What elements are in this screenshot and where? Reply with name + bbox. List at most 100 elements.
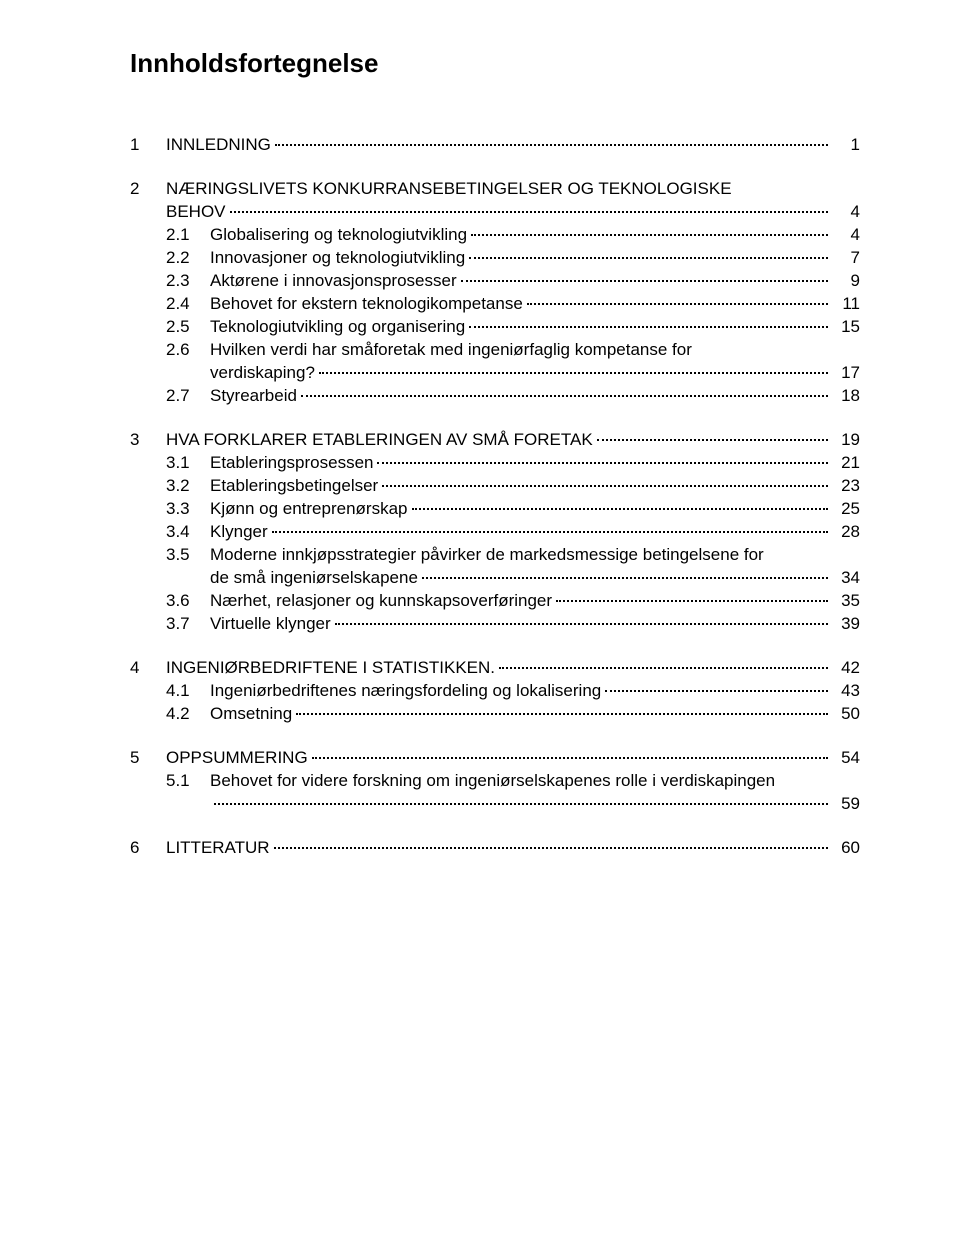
toc-entry-lvl2: 2.1Globalisering og teknologiutvikling 4	[130, 225, 860, 245]
toc-entry-number: 2.2	[166, 248, 210, 268]
toc-leader	[274, 847, 828, 849]
table-of-contents: 1INNLEDNING12NÆRINGSLIVETS KONKURRANSEBE…	[130, 135, 860, 858]
toc-entry-number: 3.3	[166, 499, 210, 519]
toc-entry-label: Moderne innkjøpsstrategier påvirker de m…	[210, 545, 764, 565]
toc-entry-lvl2-continuation: de små ingeniørselskapene34	[130, 568, 860, 588]
toc-entry-label: Kjønn og entreprenørskap	[210, 499, 408, 519]
toc-entry-lvl2: 4.2Omsetning50	[130, 704, 860, 724]
toc-entry-number: 6	[130, 838, 166, 858]
toc-entry-lvl2: 2.3Aktørene i innovasjonsprosesser9	[130, 271, 860, 291]
toc-entry-number: 2.5	[166, 317, 210, 337]
toc-leader	[422, 577, 828, 579]
toc-entry-label: Styrearbeid	[210, 386, 297, 406]
toc-section: 1INNLEDNING1	[130, 135, 860, 155]
toc-section: 6LITTERATUR60	[130, 838, 860, 858]
toc-entry-page: 1	[832, 135, 860, 155]
toc-entry-label: Hvilken verdi har småforetak med ingeniø…	[210, 340, 692, 360]
toc-leader	[312, 757, 828, 759]
toc-leader	[469, 326, 828, 328]
toc-entry-lvl1: 5OPPSUMMERING54	[130, 748, 860, 768]
toc-entry-page: 35	[832, 591, 860, 611]
toc-entry-page: 4	[832, 225, 860, 245]
toc-leader	[597, 439, 828, 441]
toc-leader	[461, 280, 828, 282]
toc-entry-number: 2	[130, 179, 166, 199]
toc-leader	[556, 600, 828, 602]
toc-leader	[377, 462, 828, 464]
toc-entry-page: 17	[832, 363, 860, 383]
toc-leader	[527, 303, 828, 305]
toc-entry-lvl1: 2NÆRINGSLIVETS KONKURRANSEBETINGELSER OG…	[130, 179, 860, 199]
toc-entry-lvl2: 3.7Virtuelle klynger39	[130, 614, 860, 634]
toc-entry-label: Globalisering og teknologiutvikling	[210, 225, 467, 245]
toc-entry-label: Behovet for ekstern teknologikompetanse	[210, 294, 523, 314]
toc-entry-page: 15	[832, 317, 860, 337]
toc-entry-number: 3	[130, 430, 166, 450]
toc-leader	[214, 803, 828, 805]
toc-entry-lvl2: 3.4Klynger28	[130, 522, 860, 542]
toc-leader	[471, 234, 828, 236]
toc-entry-lvl2: 3.1Etableringsprosessen21	[130, 453, 860, 473]
toc-entry-lvl1: 4INGENIØRBEDRIFTENE I STATISTIKKEN. 42	[130, 658, 860, 678]
toc-entry-number: 2.1	[166, 225, 210, 245]
toc-entry-lvl2: 2.7Styrearbeid18	[130, 386, 860, 406]
toc-entry-lvl1: 1INNLEDNING1	[130, 135, 860, 155]
toc-entry-number: 3.6	[166, 591, 210, 611]
toc-entry-lvl1-continuation: BEHOV 4	[130, 202, 860, 222]
toc-entry-number: 4	[130, 658, 166, 678]
toc-entry-number: 4.2	[166, 704, 210, 724]
toc-section: 3HVA FORKLARER ETABLERINGEN AV SMÅ FORET…	[130, 430, 860, 634]
toc-entry-page: 25	[832, 499, 860, 519]
toc-entry-number: 3.7	[166, 614, 210, 634]
toc-section: 5OPPSUMMERING54 5.1Behovet for videre for…	[130, 748, 860, 814]
toc-entry-page: 34	[832, 568, 860, 588]
toc-entry-lvl1: 3HVA FORKLARER ETABLERINGEN AV SMÅ FORET…	[130, 430, 860, 450]
toc-leader	[382, 485, 828, 487]
toc-entry-page: 59	[832, 794, 860, 814]
toc-entry-label: verdiskaping?	[210, 363, 315, 383]
toc-leader	[469, 257, 828, 259]
toc-entry-label: Teknologiutvikling og organisering	[210, 317, 465, 337]
toc-entry-page: 54	[832, 748, 860, 768]
toc-leader	[301, 395, 828, 397]
toc-entry-lvl2: 3.5Moderne innkjøpsstrategier påvirker d…	[130, 545, 860, 565]
toc-entry-label: INGENIØRBEDRIFTENE I STATISTIKKEN.	[166, 658, 495, 678]
toc-entry-number: 3.2	[166, 476, 210, 496]
toc-leader	[319, 372, 828, 374]
toc-entry-lvl2: 2.4Behovet for ekstern teknologikompetan…	[130, 294, 860, 314]
toc-entry-label: Ingeniørbedriftenes næringsfordeling og …	[210, 681, 601, 701]
toc-entry-number: 1	[130, 135, 166, 155]
toc-entry-page: 19	[832, 430, 860, 450]
toc-leader	[335, 623, 828, 625]
toc-entry-label: BEHOV	[166, 202, 226, 222]
toc-entry-label: Nærhet, relasjoner og kunnskapsoverførin…	[210, 591, 552, 611]
toc-entry-lvl2: 3.2Etableringsbetingelser23	[130, 476, 860, 496]
toc-entry-label: Omsetning	[210, 704, 292, 724]
toc-entry-lvl2: 5.1Behovet for videre forskning om ingen…	[130, 771, 860, 791]
toc-entry-label: INNLEDNING	[166, 135, 271, 155]
toc-leader	[499, 667, 828, 669]
toc-entry-label: Innovasjoner og teknologiutvikling	[210, 248, 465, 268]
toc-entry-lvl2-continuation: verdiskaping? 17	[130, 363, 860, 383]
toc-entry-lvl2: 2.2Innovasjoner og teknologiutvikling7	[130, 248, 860, 268]
toc-entry-lvl2: 3.3Kjønn og entreprenørskap 25	[130, 499, 860, 519]
toc-entry-page: 42	[832, 658, 860, 678]
toc-entry-lvl2: 2.6Hvilken verdi har småforetak med inge…	[130, 340, 860, 360]
toc-entry-number: 5.1	[166, 771, 210, 791]
toc-entry-page: 18	[832, 386, 860, 406]
toc-entry-lvl2-continuation: 59	[130, 794, 860, 814]
toc-entry-number: 3.1	[166, 453, 210, 473]
toc-entry-lvl1: 6LITTERATUR60	[130, 838, 860, 858]
toc-entry-page: 23	[832, 476, 860, 496]
toc-entry-page: 9	[832, 271, 860, 291]
toc-entry-page: 4	[832, 202, 860, 222]
toc-entry-lvl2: 2.5Teknologiutvikling og organisering 15	[130, 317, 860, 337]
toc-leader	[296, 713, 828, 715]
toc-entry-page: 28	[832, 522, 860, 542]
toc-leader	[412, 508, 829, 510]
toc-entry-label: Virtuelle klynger	[210, 614, 331, 634]
toc-entry-lvl2: 4.1Ingeniørbedriftenes næringsfordeling …	[130, 681, 860, 701]
toc-leader	[272, 531, 828, 533]
toc-section: 2NÆRINGSLIVETS KONKURRANSEBETINGELSER OG…	[130, 179, 860, 406]
toc-entry-page: 60	[832, 838, 860, 858]
